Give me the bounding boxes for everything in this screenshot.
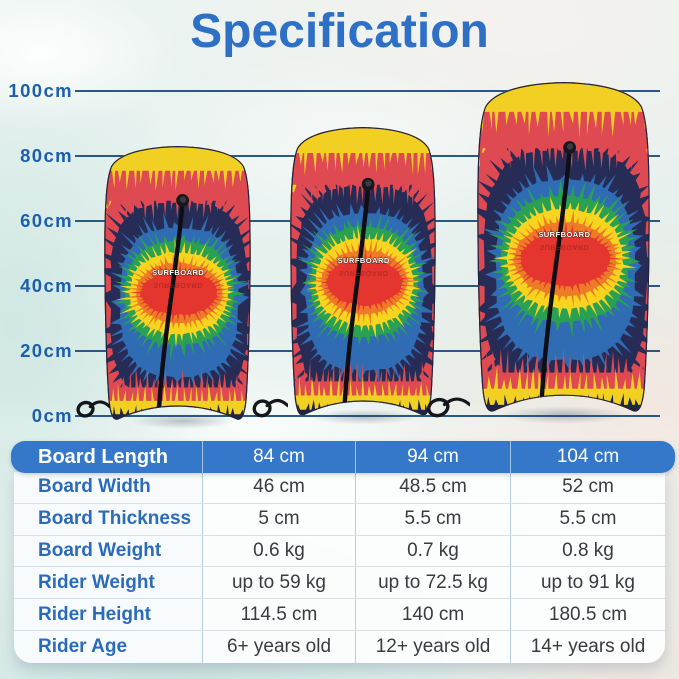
svg-text:SURFBOARD: SURFBOARD <box>540 243 590 252</box>
svg-text:SURFBOARD: SURFBOARD <box>338 256 390 265</box>
svg-text:SURFBOARD: SURFBOARD <box>538 230 590 239</box>
svg-text:SURFBOARD: SURFBOARD <box>152 268 204 277</box>
svg-text:SURFBOARD: SURFBOARD <box>153 281 203 290</box>
svg-text:SURFBOARD: SURFBOARD <box>339 269 389 278</box>
